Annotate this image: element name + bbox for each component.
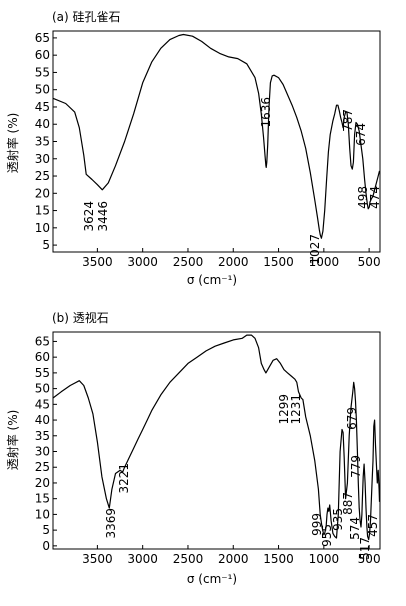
y-tick-label: 40 — [35, 117, 50, 131]
peak-label: 674 — [354, 123, 368, 146]
y-tick-label: 30 — [35, 152, 50, 166]
peak-label: 3624 — [82, 201, 96, 232]
spectrum-line — [52, 33, 381, 239]
x-tick-label: 3500 — [82, 255, 113, 269]
y-tick-label: 55 — [35, 366, 50, 380]
y-tick-label: 15 — [35, 204, 50, 218]
y-tick-label: 5 — [42, 238, 50, 252]
x-tick-label: 2000 — [218, 255, 249, 269]
x-tick-label: 3500 — [82, 552, 113, 566]
peak-label: 574 — [348, 517, 362, 540]
y-tick-label: 25 — [35, 460, 50, 474]
y-tick-label: 15 — [35, 492, 50, 506]
panel-a-y-axis-label: 透射率 (%) — [5, 113, 20, 174]
panel-b-x-axis-label: σ (cm⁻¹) — [187, 572, 237, 586]
peak-label: 1027 — [308, 234, 322, 265]
x-tick-label: 3000 — [127, 552, 158, 566]
panel-b-y-axis-label: 透射率 (%) — [5, 410, 20, 471]
y-tick-label: 50 — [35, 83, 50, 97]
spectrum-line — [52, 334, 381, 541]
peak-label: 498 — [356, 186, 370, 209]
y-tick-label: 60 — [35, 48, 50, 62]
y-tick-label: 30 — [35, 445, 50, 459]
peak-label: 3221 — [117, 463, 131, 494]
x-tick-label: 500 — [358, 255, 381, 269]
y-tick-label: 50 — [35, 382, 50, 396]
x-tick-label: 1000 — [309, 255, 340, 269]
peak-label: 1231 — [289, 394, 303, 425]
x-tick-label: 1500 — [263, 552, 294, 566]
y-tick-label: 40 — [35, 413, 50, 427]
plot-frame — [52, 331, 381, 550]
x-tick-label: 500 — [358, 552, 381, 566]
y-tick-label: 5 — [42, 523, 50, 537]
x-tick-label: 2000 — [218, 552, 249, 566]
peak-label: 457 — [366, 514, 380, 537]
y-tick-label: 65 — [35, 334, 50, 348]
peak-label: 517 — [358, 537, 372, 560]
y-tick-label: 45 — [35, 397, 50, 411]
x-tick-label: 2500 — [173, 552, 204, 566]
x-tick-label: 3000 — [127, 255, 158, 269]
y-tick-label: 45 — [35, 100, 50, 114]
y-tick-label: 20 — [35, 476, 50, 490]
y-tick-label: 65 — [35, 31, 50, 45]
peak-label: 1636 — [259, 97, 273, 128]
x-tick-label: 1000 — [309, 552, 340, 566]
peak-label: 935 — [331, 508, 345, 531]
panel-a-title: (a) 硅孔雀石 — [52, 10, 121, 24]
y-tick-label: 35 — [35, 135, 50, 149]
peak-label: 1299 — [277, 394, 291, 425]
y-tick-label: 10 — [35, 507, 50, 521]
y-tick-label: 60 — [35, 350, 50, 364]
peak-label: 955 — [320, 524, 334, 547]
peak-label: 999 — [310, 513, 324, 536]
y-tick-label: 35 — [35, 429, 50, 443]
y-tick-label: 55 — [35, 65, 50, 79]
peak-label: 474 — [368, 186, 382, 209]
panel-b-title: (b) 透视石 — [52, 310, 109, 325]
peak-label: 3446 — [96, 201, 110, 232]
y-tick-label: 10 — [35, 221, 50, 235]
peak-label: 3369 — [104, 508, 118, 539]
y-tick-label: 0 — [42, 539, 50, 553]
y-tick-label: 25 — [35, 169, 50, 183]
peak-label: 887 — [341, 492, 355, 515]
panel-a: (a) 硅孔雀石 透射率 (%) σ (cm⁻¹) 5 10 15 20 25 30 35 4… — [5, 10, 382, 287]
x-tick-label: 2500 — [173, 255, 204, 269]
peak-label: 779 — [349, 455, 363, 478]
y-tick-label: 20 — [35, 186, 50, 200]
x-tick-label: 1500 — [263, 255, 294, 269]
peak-label: 787 — [341, 109, 355, 132]
panel-a-x-axis-label: σ (cm⁻¹) — [187, 273, 237, 287]
peak-label: 679 — [345, 407, 359, 430]
